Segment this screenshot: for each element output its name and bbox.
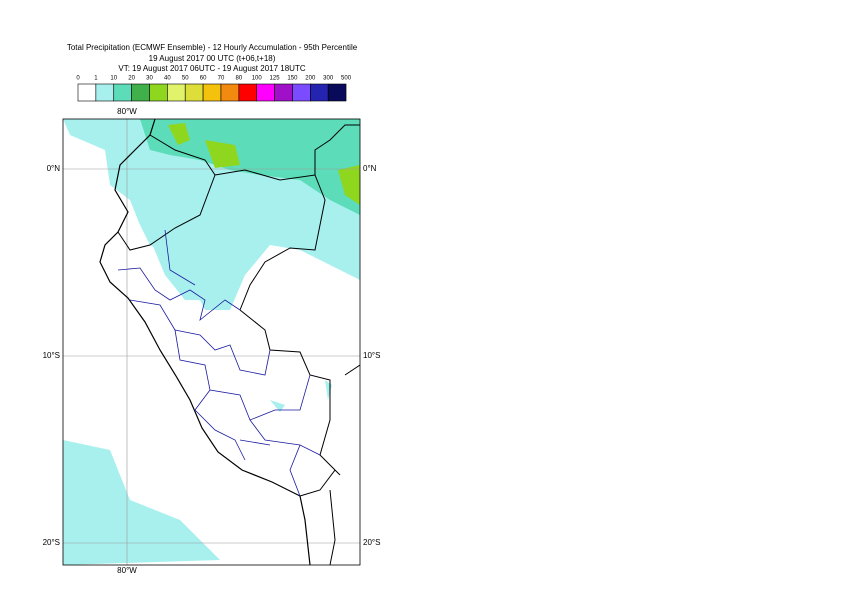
legend-swatch (113, 83, 132, 102)
legend-swatch (149, 83, 168, 102)
legend-label: 300 (323, 76, 334, 82)
legend-label: 150 (287, 76, 298, 82)
legend-label: 20 (128, 76, 135, 82)
legend-swatch (184, 83, 204, 102)
lat-label: 0°N (363, 164, 377, 173)
lat-label: 0°N (47, 164, 61, 173)
legend-swatch (238, 83, 258, 102)
lon-label: 80°W (117, 107, 137, 116)
precip-patch (63, 440, 220, 565)
legend-label: 100 (252, 76, 263, 82)
precip-patch (270, 380, 332, 412)
legend-label: 60 (200, 76, 207, 82)
lat-label: 20°S (43, 538, 60, 547)
lat-label: 10°S (363, 351, 380, 360)
legend-label: 30 (146, 76, 153, 82)
map (63, 119, 360, 565)
country-border (117, 124, 360, 565)
lon-label: 80°W (117, 566, 137, 575)
legend-swatch (274, 83, 293, 102)
legend-swatch (77, 83, 97, 102)
legend-label: 70 (218, 76, 225, 82)
base-time: 19 August 2017 00 UTC (t+06,t+18) (149, 54, 276, 63)
legend-label: 80 (235, 76, 242, 82)
legend-label: 0 (76, 76, 80, 82)
legend-swatch (131, 83, 150, 102)
legend-swatch (202, 83, 222, 102)
map-frame (62, 118, 361, 566)
legend-swatch (95, 83, 115, 102)
precip-light (140, 210, 200, 300)
valid-time: VT: 19 August 2017 06UTC - 19 August 201… (118, 64, 305, 73)
precip-green (168, 123, 360, 205)
legend-swatch (167, 83, 186, 102)
precip-medium (140, 119, 360, 215)
legend-label: 40 (164, 76, 171, 82)
legend-label: 200 (305, 76, 316, 82)
legend-label: 10 (110, 76, 117, 82)
legend-swatch (220, 83, 240, 102)
legend-swatch (310, 83, 329, 102)
legend-label: 125 (270, 76, 281, 82)
coastline (99, 119, 311, 565)
legend: 0 1 10 20 30 40 50 60 70 80 100 125 150 200 300 500 (76, 76, 352, 102)
legend-swatch (256, 83, 275, 102)
lat-label: 10°S (43, 351, 60, 360)
legend-label: 500 (341, 76, 352, 82)
lat-label: 20°S (363, 538, 380, 547)
title: Total Precipitation (ECMWF Ensemble) - 1… (67, 43, 358, 52)
legend-label: 50 (182, 76, 189, 82)
legend-swatch (292, 83, 311, 102)
region-border (117, 229, 321, 497)
legend-label: 1 (94, 76, 98, 82)
legend-swatch (327, 83, 347, 102)
